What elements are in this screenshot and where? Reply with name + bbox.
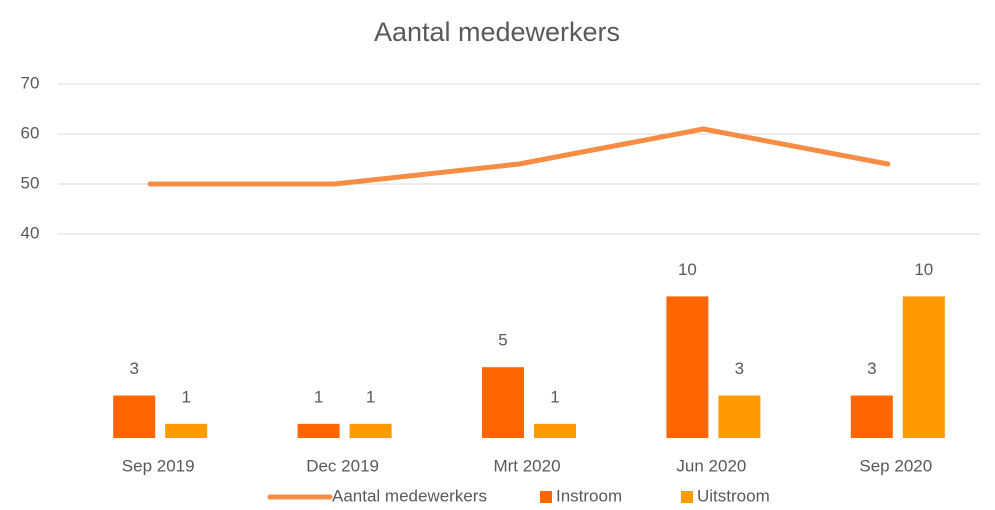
data-label: 1 [366,387,375,406]
data-label: 3 [129,359,138,378]
data-label: 10 [678,260,697,279]
y-tick-label: 40 [21,223,40,242]
line [147,126,891,187]
y-tick-label: 70 [21,73,40,92]
bar [666,296,709,438]
legend-label: Instroom [556,486,622,505]
x-tick-label: Sep 2019 [122,456,195,475]
data-label: 1 [314,387,323,406]
bar [902,296,945,438]
legend-swatch [681,491,693,503]
bar [482,367,524,438]
bar [349,423,392,438]
chart-title: Aantal medewerkers [374,17,620,47]
bar [850,395,893,438]
data-label: 5 [498,331,507,350]
legend-label: Aantal medewerkers [332,486,487,505]
data-label: 10 [914,260,933,279]
data-label: 1 [181,387,190,406]
bar [718,395,761,438]
data-label: 1 [550,387,559,406]
x-tick-label: Jun 2020 [676,456,746,475]
bar [113,395,156,438]
legend-swatch [540,491,552,503]
bar [534,423,576,438]
x-tick-label: Sep 2020 [859,456,932,475]
x-tick-label: Mrt 2020 [493,456,560,475]
legend-label: Uitstroom [697,486,770,505]
bar [165,423,208,438]
x-tick-label: Dec 2019 [306,456,379,475]
y-tick-label: 60 [21,123,40,142]
data-label: 3 [735,359,744,378]
y-tick-label: 50 [21,173,40,192]
data-label: 3 [867,359,876,378]
bar [297,423,340,438]
